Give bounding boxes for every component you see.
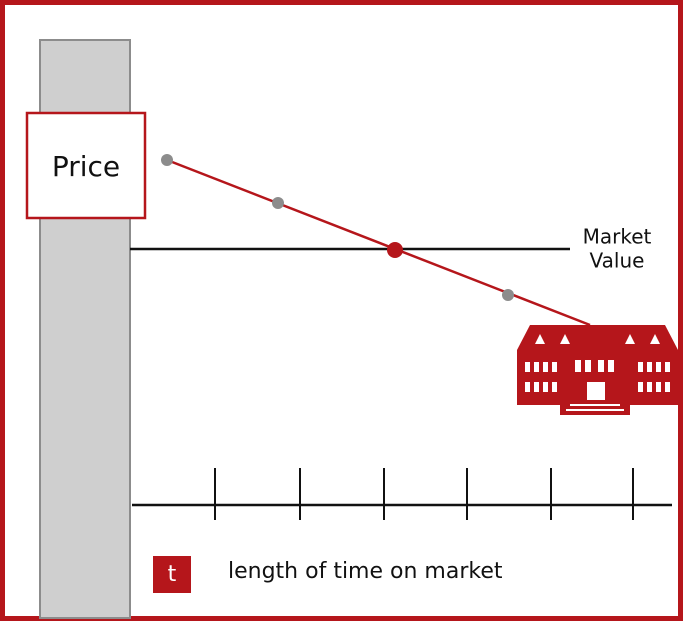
market-point [387,242,403,258]
price-point [272,197,284,209]
price-label: Price [52,150,120,183]
market-value-label: Value [590,249,645,273]
diagram: Price Market Value t length of time on m… [0,0,683,621]
price-point [161,154,173,166]
legend-text: length of time on market [228,559,503,584]
house-icon [517,325,678,415]
price-point [502,289,514,301]
market-value-label: Market [583,225,652,249]
legend-icon-text: t [168,562,177,587]
